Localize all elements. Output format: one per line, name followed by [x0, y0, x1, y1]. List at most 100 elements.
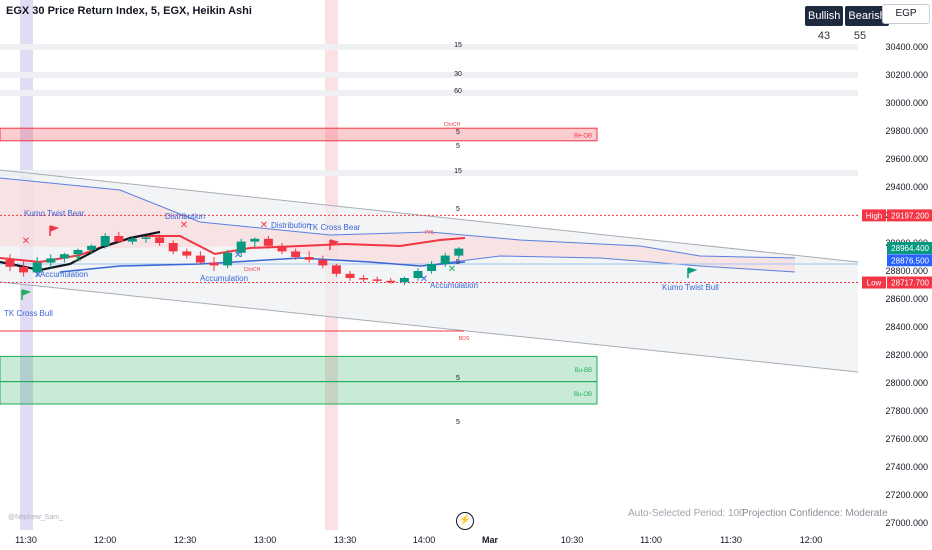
candle-body — [114, 236, 124, 242]
x-tick-label: 13:00 — [254, 535, 277, 545]
x-tick-label: 13:30 — [334, 535, 357, 545]
kumo-cloud — [0, 178, 795, 272]
cross-marker-icon: ✕ — [420, 274, 428, 285]
price-tag-value: 28717.700 — [891, 279, 929, 288]
candle-body — [46, 258, 56, 263]
candle-body — [304, 257, 314, 260]
y-tick-label: 27400.000 — [885, 462, 928, 472]
x-tick-label: 12:00 — [800, 535, 823, 545]
candle-body — [195, 255, 205, 263]
signal-label: Distribution — [271, 221, 311, 230]
timeframe-level-label: 5 — [456, 419, 460, 426]
candle-body — [155, 237, 165, 243]
order-block-label: Be-OB — [574, 134, 592, 140]
period-label: Auto-Selected Period: 100 — [628, 508, 745, 519]
y-tick-label: 28000.000 — [885, 378, 928, 388]
candle-body — [127, 238, 137, 242]
candle-body — [236, 241, 246, 253]
bolt-icon[interactable]: ⚡ — [456, 512, 474, 530]
order-block-label: Bu-OB — [574, 392, 592, 398]
signal-flag-icon — [21, 289, 32, 300]
candle-body — [5, 259, 15, 267]
level-band — [0, 44, 858, 50]
signal-label: Kumo Twist Bull — [662, 283, 719, 292]
candle-body — [318, 259, 328, 266]
y-tick-label: 27800.000 — [885, 406, 928, 416]
y-tick-label: 30400.000 — [885, 42, 928, 52]
signal-flag-icon — [49, 225, 60, 236]
level-band — [0, 90, 858, 96]
timeframe-level-label: 60 — [454, 88, 462, 95]
order-block-label: Bu-BB — [575, 368, 592, 374]
chart-title: EGX 30 Price Return Index, 5, EGX, Heiki… — [6, 5, 252, 17]
timeframe-level-label: 30 — [454, 71, 462, 78]
y-tick-label: 27200.000 — [885, 490, 928, 500]
candle-body — [19, 266, 29, 273]
timeframe-level-label: 5 — [456, 259, 460, 266]
structure-label: ChoCH — [444, 122, 461, 128]
structure-label: ChoCH — [244, 267, 261, 273]
candle-body — [87, 245, 97, 250]
sentiment-panel: Bullish Bearish — [805, 6, 889, 26]
order-block-zone — [0, 127, 598, 142]
price-tag — [887, 276, 932, 289]
bearish-button[interactable]: Bearish — [845, 6, 889, 26]
author-watermark: @Nephew_Sam_ — [8, 514, 63, 521]
signal-label: Accumulation — [40, 270, 88, 279]
timeframe-level-label: 5 — [456, 375, 460, 382]
signal-label: Distribution — [165, 212, 205, 221]
y-tick-label: 28200.000 — [885, 350, 928, 360]
candle-body — [331, 265, 341, 274]
timeframe-level-label: 5 — [456, 206, 460, 213]
candle-body — [223, 252, 233, 266]
candle-body — [359, 278, 369, 280]
price-tag — [887, 241, 932, 254]
x-tick-label: 10:30 — [561, 535, 584, 545]
candle-body — [454, 248, 464, 256]
structure-label: PHL — [425, 230, 435, 236]
candle-body — [32, 262, 42, 273]
x-tick-label: 11:00 — [640, 535, 662, 545]
y-tick-label: 27600.000 — [885, 434, 928, 444]
candle-body — [413, 271, 423, 278]
x-tick-label: Mar — [482, 535, 499, 545]
price-tag-value: 28964.400 — [891, 244, 929, 253]
level-band — [0, 72, 858, 78]
x-tick-label: 14:00 — [413, 535, 436, 545]
bullish-button[interactable]: Bullish — [805, 6, 844, 26]
candle-body — [427, 264, 437, 271]
y-tick-label: 28800.000 — [885, 266, 928, 276]
candle-body — [263, 238, 273, 246]
timeframe-level-label: 15 — [454, 168, 462, 175]
y-tick-label: 29600.000 — [885, 154, 928, 164]
price-tag-label: High — [866, 211, 882, 220]
signal-label: Accumulation — [200, 274, 248, 283]
candle-body — [100, 236, 110, 246]
candle-body — [209, 262, 219, 266]
y-tick-label: 28400.000 — [885, 322, 928, 332]
candle-body — [277, 245, 287, 252]
candle-body — [440, 255, 450, 264]
candle-body — [73, 250, 83, 255]
level-band — [0, 170, 858, 176]
price-tag-badge — [862, 209, 886, 222]
currency-selector[interactable]: EGP — [882, 4, 930, 24]
bearish-count: 55 — [853, 30, 867, 42]
kumo-span-b — [419, 255, 796, 273]
channel-upper-line — [0, 169, 859, 263]
timeframe-level-label: 15 — [454, 42, 462, 49]
signal-flag-icon — [329, 239, 340, 250]
y-tick-label: 29400.000 — [885, 182, 928, 192]
signal-label: TK Cross Bear — [308, 223, 361, 232]
kumo-span-a — [0, 177, 796, 259]
signal-label: Kumo Twist Bear — [24, 209, 85, 218]
cross-marker-icon: ✕ — [260, 220, 268, 231]
cross-marker-icon: ✕ — [234, 250, 242, 261]
y-tick-label: 27000.000 — [885, 518, 928, 528]
price-tag-value: 28876.500 — [891, 256, 929, 265]
price-tag-value: 29197.200 — [891, 211, 929, 220]
candle-body — [141, 237, 151, 239]
price-tag — [887, 209, 932, 222]
candle-body — [168, 243, 178, 252]
